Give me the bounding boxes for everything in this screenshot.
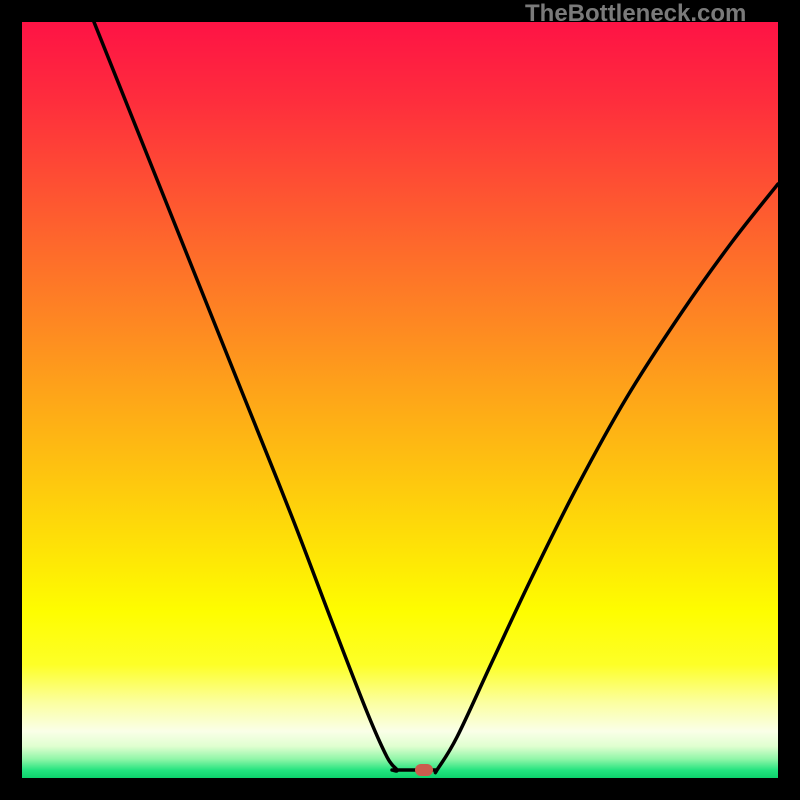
gradient-background: [22, 22, 778, 778]
min-point-marker: [415, 764, 433, 776]
watermark-text: TheBottleneck.com: [525, 0, 746, 28]
bottleneck-curve-chart: [22, 22, 778, 778]
watermark-label: TheBottleneck.com: [525, 0, 746, 27]
chart-container: [22, 22, 778, 778]
